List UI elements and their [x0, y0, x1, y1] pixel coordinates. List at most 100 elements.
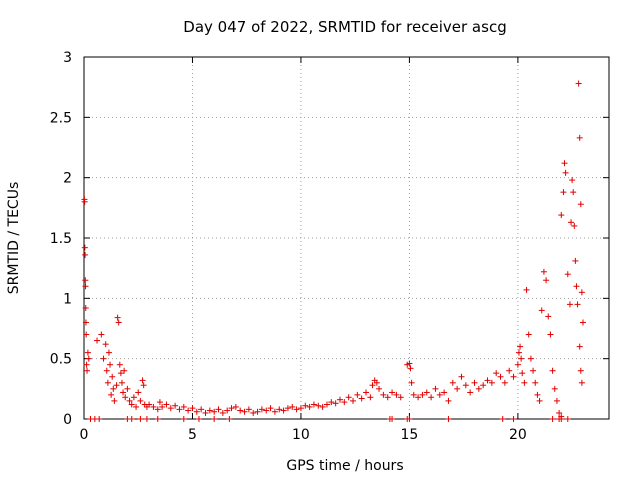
data-point [568, 219, 575, 226]
data-point [571, 222, 578, 229]
data-point [98, 331, 105, 338]
data-point [94, 337, 101, 344]
data-point [297, 405, 304, 412]
data-point [536, 397, 543, 404]
data-point [159, 403, 166, 410]
data-point [475, 385, 482, 392]
data-point [154, 416, 161, 422]
data-point [219, 409, 226, 416]
data-point [289, 403, 296, 410]
data-point [167, 405, 174, 412]
data-point [115, 319, 122, 326]
data-point [419, 391, 426, 398]
data-point [84, 367, 91, 374]
data-point [576, 343, 583, 350]
data-point [393, 391, 400, 398]
data-point [280, 407, 287, 414]
data-point [345, 394, 352, 401]
data-point [237, 407, 244, 414]
data-point [441, 389, 448, 396]
data-point [363, 389, 370, 396]
data-point [224, 407, 231, 414]
data-point [572, 257, 579, 264]
data-point [547, 331, 554, 338]
data-point [103, 367, 110, 374]
data-point [384, 394, 391, 401]
data-point [577, 367, 584, 374]
data-point [302, 402, 309, 409]
data-point [254, 408, 261, 415]
data-point [514, 361, 521, 368]
data-point [232, 403, 239, 410]
data-point [228, 405, 235, 412]
data-points [81, 80, 586, 422]
data-point [128, 416, 135, 422]
data-point [432, 385, 439, 392]
data-point [458, 373, 465, 380]
data-point [323, 401, 330, 408]
data-point [122, 394, 129, 401]
y-tick-label: 3 [63, 50, 72, 66]
data-point [562, 169, 569, 176]
data-point [518, 355, 525, 362]
data-point [140, 382, 147, 389]
data-point [111, 397, 118, 404]
data-point [570, 189, 577, 196]
data-point [276, 406, 283, 413]
data-point [267, 405, 274, 412]
data-point [549, 367, 556, 374]
data-point [202, 409, 209, 416]
x-tick-label: 5 [188, 427, 197, 443]
data-point [428, 394, 435, 401]
data-point [540, 268, 547, 275]
y-axis-label: SRMTID / TECUs [6, 182, 22, 295]
data-point [306, 403, 313, 410]
data-point [480, 382, 487, 389]
data-point [226, 416, 233, 422]
data-point [389, 416, 396, 422]
data-point [354, 391, 361, 398]
data-point [176, 406, 183, 413]
data-point [462, 382, 469, 389]
data-point [102, 341, 109, 348]
data-point [133, 403, 140, 410]
data-point [358, 395, 365, 402]
data-point [369, 382, 376, 389]
data-point [180, 403, 187, 410]
data-point [564, 271, 571, 278]
data-point [530, 367, 537, 374]
data-point [85, 355, 92, 362]
data-point [525, 331, 532, 338]
plot-border [83, 56, 610, 420]
y-tick-label: 1 [63, 291, 72, 307]
data-point [556, 409, 563, 416]
data-point [521, 379, 528, 386]
data-point [215, 406, 222, 413]
data-point [198, 406, 205, 413]
y-tick-label: 0.5 [50, 352, 72, 368]
data-point [410, 391, 417, 398]
data-point [319, 403, 326, 410]
data-point [315, 402, 322, 409]
data-point [83, 361, 90, 368]
y-tick-label: 2 [63, 171, 72, 187]
y-tick-label: 0 [63, 412, 72, 428]
data-point [128, 401, 135, 408]
axis-tick-labels: 0 5 10 15 20 0 0.5 1 1.5 2 2.5 3 [50, 50, 527, 443]
data-point [573, 283, 580, 290]
data-point [109, 373, 116, 380]
data-point [185, 407, 192, 414]
data-point [415, 394, 422, 401]
data-point [114, 314, 121, 321]
data-point [137, 416, 144, 422]
data-point [408, 379, 415, 386]
data-point [82, 251, 89, 258]
data-point [124, 385, 131, 392]
data-point [258, 406, 265, 413]
data-point [519, 370, 526, 377]
data-point [561, 160, 568, 167]
x-tick-label: 15 [400, 427, 418, 443]
data-point [336, 396, 343, 403]
data-point [241, 408, 248, 415]
data-point [104, 379, 111, 386]
